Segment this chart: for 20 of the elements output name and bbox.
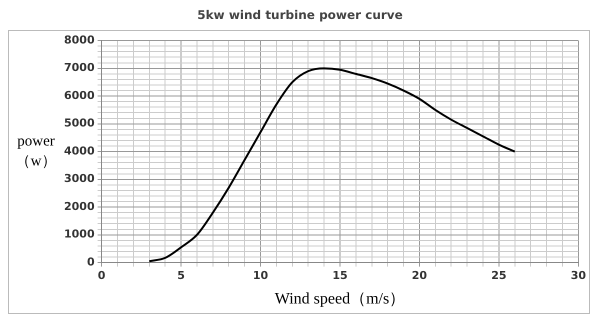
x-tick-label: 5 [177, 269, 185, 282]
x-tick-label: 25 [491, 269, 507, 282]
y-tick-label: 4000 [64, 144, 95, 158]
y-tick-label: 5000 [64, 116, 95, 130]
y-tick-label: 1000 [64, 228, 95, 241]
line-series [148, 67, 516, 262]
chart-title: 5kw wind turbine power curve [196, 8, 404, 24]
y-tick-label: 2000 [64, 200, 95, 213]
y-tick-label: 6000 [64, 88, 95, 102]
y-tick-label: 0 [86, 255, 95, 268]
y-axis-title: power（w） [16, 134, 56, 170]
y-tick-label: 3000 [64, 172, 95, 186]
y-tick-label: 7000 [64, 61, 95, 74]
x-tick-label: 15 [332, 269, 348, 282]
x-tick-label: 10 [252, 269, 269, 282]
y-tick-label: 8000 [64, 33, 95, 46]
x-tick-label: 0 [98, 269, 106, 282]
x-axis-title: Wind speed（m/s） [274, 290, 406, 308]
x-tick-label: 30 [570, 269, 586, 282]
x-tick-label: 20 [412, 269, 428, 282]
